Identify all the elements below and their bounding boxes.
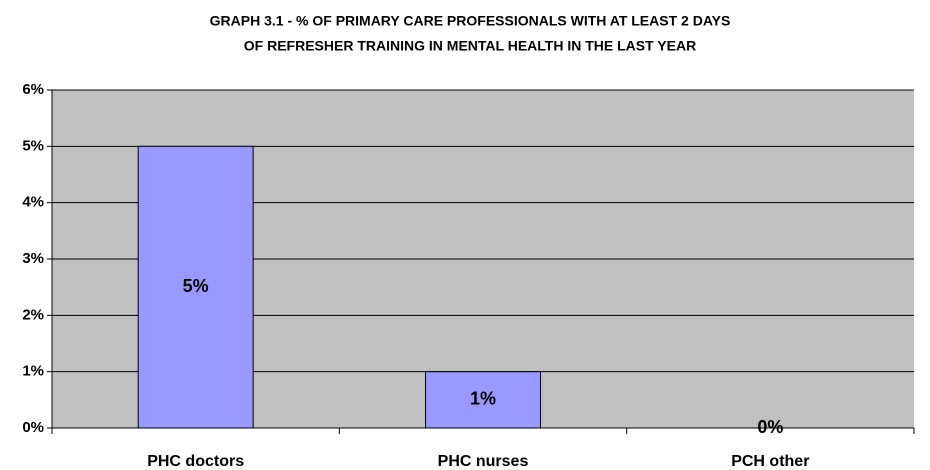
- x-tick-label: PCH other: [731, 453, 809, 470]
- y-tick-label: 5%: [22, 137, 44, 154]
- data-label: 0%: [757, 417, 783, 437]
- y-tick-label: 0%: [22, 419, 44, 436]
- chart-title: GRAPH 3.1 - % OF PRIMARY CARE PROFESSION…: [210, 13, 731, 29]
- y-tick-label: 2%: [22, 306, 44, 323]
- y-tick-label: 6%: [22, 81, 44, 98]
- x-tick-label: PHC doctors: [147, 453, 244, 470]
- x-tick-label: PHC nurses: [438, 453, 529, 470]
- y-tick-label: 3%: [22, 250, 44, 267]
- data-label: 1%: [470, 389, 496, 409]
- y-tick-label: 1%: [22, 363, 44, 380]
- chart-title: OF REFRESHER TRAINING IN MENTAL HEALTH I…: [244, 38, 696, 54]
- data-label: 5%: [183, 276, 209, 296]
- y-tick-label: 4%: [22, 194, 44, 211]
